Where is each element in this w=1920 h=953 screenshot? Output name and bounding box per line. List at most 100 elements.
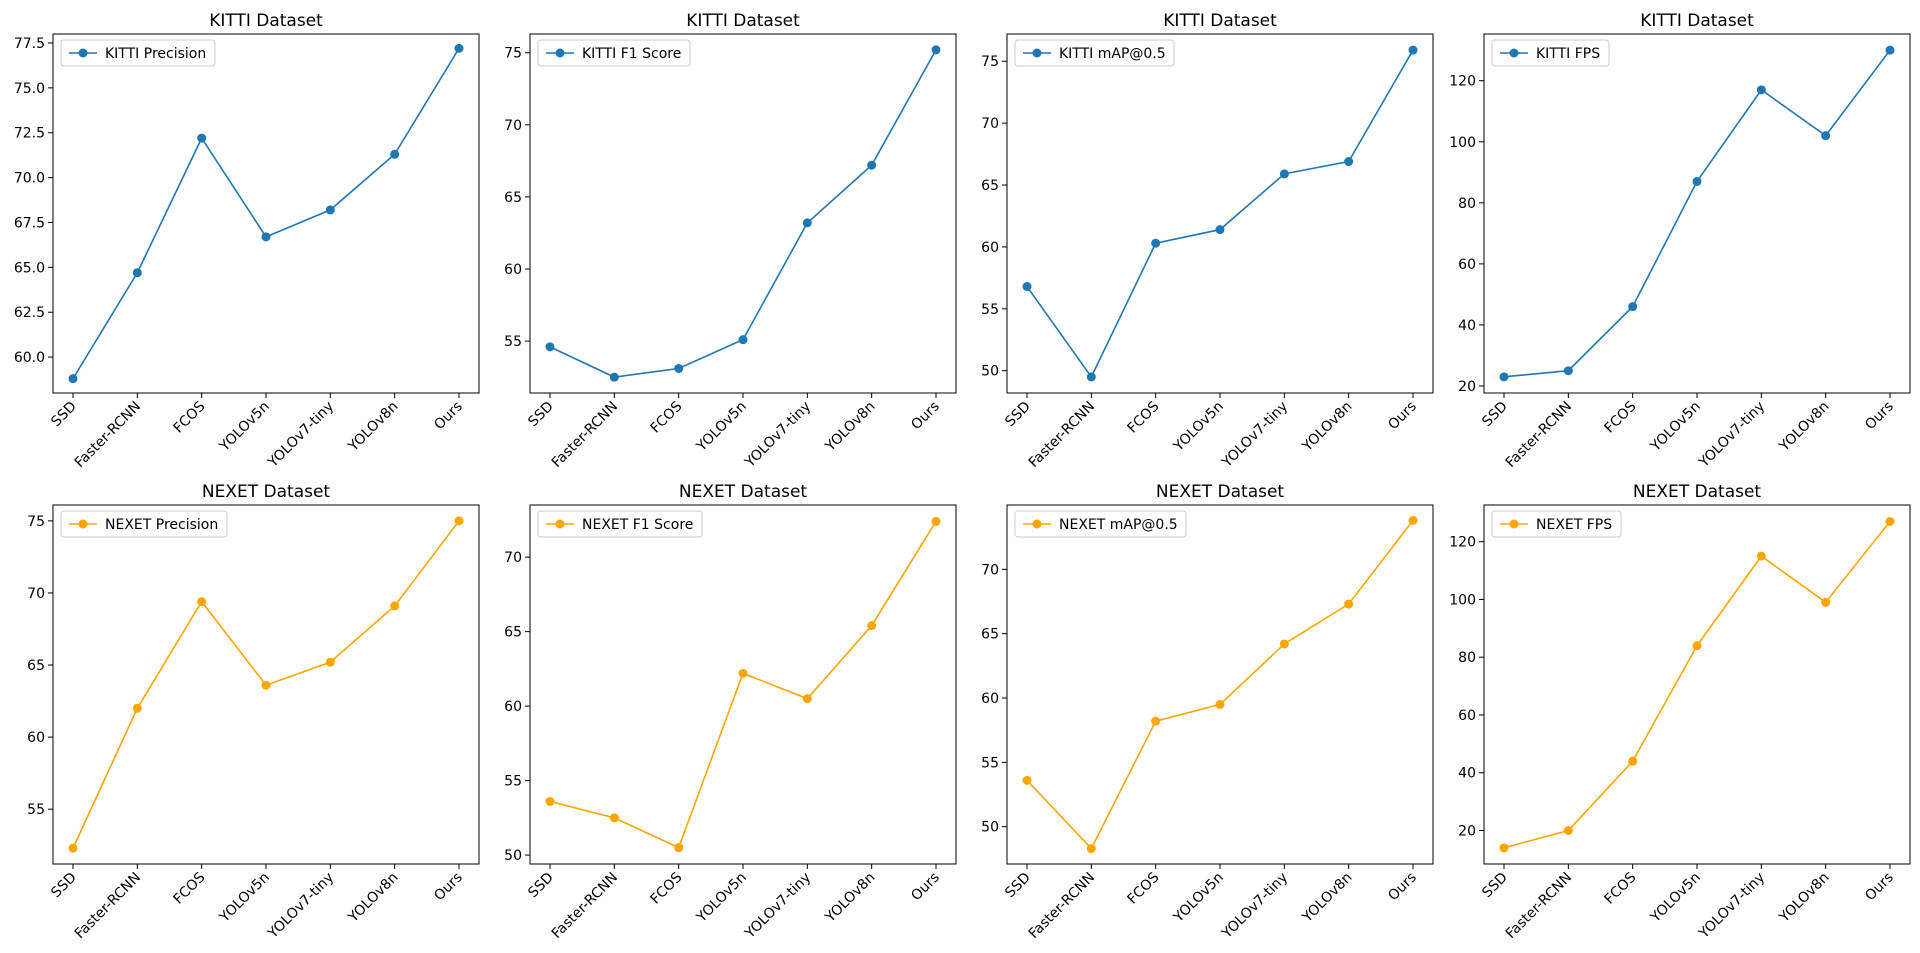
series-line — [1026, 49, 1414, 379]
chart-title: NEXET Dataset — [679, 482, 808, 502]
axes-frame — [1006, 33, 1434, 394]
chart-title: KITTI Dataset — [209, 11, 323, 31]
x-tick-label: YOLOv8n — [345, 399, 402, 456]
x-tick-label: YOLOv5n — [693, 870, 750, 927]
y-tick-label: 60 — [504, 699, 522, 715]
legend-label: NEXET Precision — [105, 517, 218, 533]
data-point — [1279, 169, 1289, 179]
y-tick-label: 80 — [1458, 650, 1476, 666]
legend-box — [60, 510, 228, 538]
data-point — [1821, 131, 1831, 141]
legend-marker — [1032, 519, 1042, 529]
legend-label: KITTI mAP@0.5 — [1059, 46, 1166, 62]
y-tick-label: 77.5 — [14, 36, 45, 52]
subplot-1: KITTI Dataset 60.0 62.5 65.0 67.5 70.0 72.5 75.… — [14, 11, 480, 472]
legend-box — [1014, 510, 1187, 538]
x-tick-label: YOLOv5n — [1647, 399, 1704, 456]
y-tick-label: 40 — [1458, 318, 1476, 334]
data-point — [545, 342, 555, 352]
data-point — [931, 516, 941, 526]
x-tick-label: YOLOv8n — [345, 870, 402, 927]
y-tick-label: 100 — [1449, 592, 1476, 608]
legend-marker — [555, 48, 565, 58]
data-point — [1756, 551, 1766, 561]
x-tick-label: YOLOv8n — [1776, 399, 1833, 456]
x-tick-label: YOLOv7-tiny — [741, 870, 814, 943]
x-tick-label: FCOS — [170, 869, 208, 907]
series-line — [1026, 519, 1414, 850]
y-tick-label: 60 — [981, 240, 999, 256]
y-tick-label: 72.5 — [14, 126, 45, 142]
legend-label: NEXET FPS — [1536, 517, 1612, 533]
data-point — [390, 601, 400, 611]
x-tick-label: Faster-RCNN — [549, 399, 621, 471]
data-point — [1215, 225, 1225, 235]
data-point — [1151, 238, 1161, 248]
x-tick-label: FCOS — [1601, 398, 1639, 436]
y-tick-label: 65 — [504, 190, 522, 206]
data-point — [1692, 176, 1702, 186]
data-point — [68, 843, 78, 853]
data-point — [1022, 775, 1032, 785]
x-tick-label: SSD — [48, 399, 80, 431]
data-point — [1215, 699, 1225, 709]
y-tick-label: 50 — [981, 364, 999, 380]
y-tick-label: 65 — [981, 178, 999, 194]
y-tick-label: 120 — [1449, 535, 1476, 551]
x-tick-label: Ours — [1385, 399, 1420, 434]
x-tick-label: Faster-RCNN — [1503, 399, 1575, 471]
x-tick-label: SSD — [1479, 870, 1511, 902]
data-point — [1344, 157, 1354, 167]
y-tick-label: 75 — [504, 46, 522, 62]
y-tick-label: 70 — [27, 586, 45, 602]
x-tick-label: YOLOv7-tiny — [1218, 870, 1291, 943]
y-tick-label: 60.0 — [14, 350, 45, 366]
x-tick-label: FCOS — [1124, 398, 1162, 436]
x-tick-label: Ours — [431, 870, 466, 905]
subplot-4: KITTI Dataset 20 40 60 80 100 120 SSDFaster-RCN… — [1449, 11, 1911, 471]
data-point — [1563, 366, 1573, 376]
x-tick-label: Ours — [908, 399, 943, 434]
data-point — [802, 218, 812, 228]
x-tick-label: YOLOv5n — [693, 399, 750, 456]
data-point — [197, 133, 207, 143]
chart-title: KITTI Dataset — [1163, 11, 1277, 31]
legend-label: KITTI FPS — [1536, 46, 1600, 62]
axes-frame — [1483, 33, 1911, 394]
data-point — [68, 374, 78, 384]
y-tick-label: 60 — [1458, 257, 1476, 273]
legend-marker — [1032, 48, 1042, 58]
x-tick-label: Ours — [431, 399, 466, 434]
data-point — [1885, 516, 1895, 526]
series-line — [72, 47, 460, 380]
y-tick-label: 65 — [27, 658, 45, 674]
y-tick-label: 75 — [27, 514, 45, 530]
data-point — [1499, 372, 1509, 382]
y-tick-label: 55 — [981, 755, 999, 771]
x-tick-label: YOLOv5n — [1170, 399, 1227, 456]
y-tick-label: 65 — [981, 627, 999, 643]
y-tick-label: 55 — [504, 774, 522, 790]
data-point — [738, 668, 748, 678]
x-tick-label: YOLOv8n — [822, 870, 879, 927]
data-point — [261, 680, 271, 690]
data-point — [545, 796, 555, 806]
legend: NEXET FPS — [1491, 510, 1622, 538]
x-tick-label: YOLOv8n — [822, 399, 879, 456]
y-tick-label: 70 — [504, 550, 522, 566]
y-tick-label: 75.0 — [14, 81, 45, 97]
x-tick-label: YOLOv7-tiny — [264, 399, 337, 472]
x-tick-label: Ours — [1862, 870, 1897, 905]
axes-frame — [529, 504, 957, 865]
x-tick-label: YOLOv8n — [1299, 399, 1356, 456]
data-point — [609, 372, 619, 382]
x-tick-label: Ours — [908, 870, 943, 905]
data-point — [1408, 515, 1418, 525]
data-point — [454, 43, 464, 53]
legend-marker — [1509, 48, 1519, 58]
x-tick-label: SSD — [48, 870, 80, 902]
data-point — [1692, 641, 1702, 651]
